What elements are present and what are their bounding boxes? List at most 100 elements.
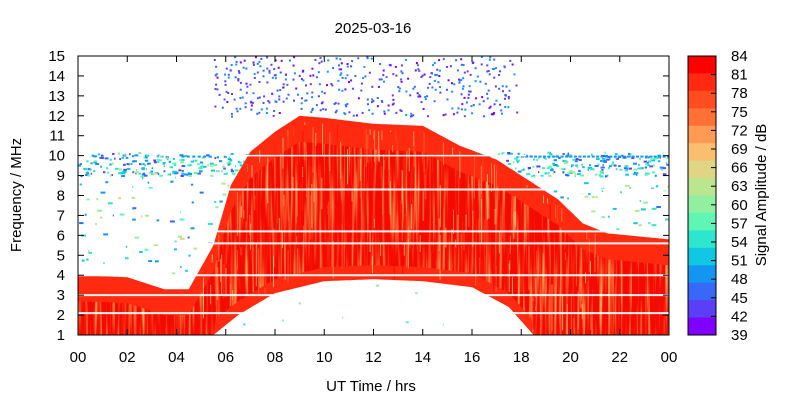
- noise-point: [314, 58, 317, 61]
- noise-point: [235, 107, 238, 110]
- streak-mark: [283, 195, 285, 206]
- streak-mark: [534, 296, 536, 307]
- noise-point: [495, 99, 498, 102]
- streak-mark: [545, 278, 547, 294]
- noise-point: [409, 115, 412, 118]
- noise-point: [414, 69, 417, 72]
- noise-point: [123, 168, 127, 171]
- noise-point: [172, 172, 174, 175]
- noise-point: [271, 92, 274, 95]
- noise-point: [258, 111, 261, 114]
- noise-point: [649, 165, 654, 168]
- noise-point: [285, 97, 288, 100]
- noise-point: [521, 168, 525, 171]
- noise-point: [567, 172, 572, 174]
- noise-point: [659, 166, 664, 169]
- noise-point: [553, 190, 558, 193]
- noise-point: [604, 175, 608, 178]
- noise-point: [460, 58, 463, 61]
- streak-mark: [457, 214, 459, 245]
- noise-point: [228, 162, 232, 165]
- noise-point: [265, 112, 268, 114]
- noise-point: [562, 168, 566, 171]
- noise-point: [453, 83, 456, 86]
- streak-mark: [393, 261, 395, 280]
- noise-point: [235, 63, 238, 66]
- noise-point: [216, 88, 219, 91]
- noise-point: [107, 202, 113, 205]
- noise-point: [667, 155, 669, 158]
- noise-point: [466, 70, 469, 73]
- noise-point: [398, 90, 401, 93]
- streak-mark: [287, 129, 289, 147]
- streak-mark: [365, 128, 367, 167]
- noise-point: [119, 158, 122, 160]
- noise-point: [533, 158, 536, 161]
- noise-point: [125, 257, 129, 260]
- noise-point: [381, 101, 384, 103]
- noise-point: [215, 83, 218, 86]
- x-tick-label: 20: [562, 349, 579, 366]
- noise-point: [146, 154, 149, 157]
- streak-mark: [248, 160, 250, 171]
- noise-point: [361, 111, 364, 114]
- streak-mark: [513, 211, 515, 239]
- noise-point: [253, 72, 256, 75]
- noise-point: [177, 235, 182, 238]
- noise-point: [311, 107, 314, 110]
- noise-point: [158, 173, 160, 176]
- colorbar-segment: [688, 143, 716, 162]
- noise-point: [651, 207, 657, 210]
- streak-mark: [408, 148, 410, 172]
- noise-point: [214, 74, 217, 77]
- noise-point: [341, 89, 344, 92]
- colorbar-segment: [688, 73, 716, 92]
- noise-point: [209, 162, 214, 165]
- noise-point: [566, 174, 570, 177]
- noise-point: [419, 95, 422, 98]
- noise-point: [468, 90, 470, 93]
- streak-mark: [358, 209, 360, 239]
- noise-point: [591, 210, 596, 213]
- noise-point: [563, 162, 568, 165]
- noise-point: [324, 108, 327, 111]
- noise-point: [118, 172, 122, 175]
- noise-point: [411, 115, 413, 117]
- noise-point: [600, 166, 602, 169]
- noise-point: [174, 240, 177, 243]
- streak-mark: [439, 185, 441, 228]
- noise-point: [599, 175, 604, 178]
- noise-point: [115, 167, 119, 170]
- noise-point: [582, 166, 585, 169]
- noise-point: [629, 155, 632, 158]
- noise-point: [132, 207, 137, 210]
- noise-point: [544, 172, 547, 175]
- noise-scatter-layer: [78, 56, 669, 326]
- noise-point: [282, 100, 285, 103]
- noise-point: [501, 152, 503, 155]
- noise-point: [525, 155, 529, 158]
- noise-point: [350, 79, 353, 82]
- noise-point: [251, 101, 254, 104]
- streak-mark: [555, 276, 557, 293]
- noise-point: [486, 64, 489, 67]
- streak-mark: [236, 192, 238, 237]
- noise-point: [629, 187, 631, 190]
- noise-point: [344, 77, 347, 80]
- noise-point: [601, 216, 605, 219]
- noise-point: [158, 154, 160, 157]
- y-tick-label: 1: [57, 327, 65, 344]
- streak-mark: [431, 145, 433, 173]
- noise-point: [445, 88, 448, 91]
- noise-point: [138, 152, 142, 155]
- noise-point: [476, 75, 479, 78]
- noise-point: [242, 66, 245, 69]
- noise-point: [96, 198, 99, 201]
- streak-mark: [267, 143, 269, 156]
- noise-point: [469, 73, 472, 76]
- x-tick-label: 08: [267, 349, 284, 366]
- noise-point: [100, 165, 102, 168]
- noise-point: [457, 107, 460, 110]
- noise-point: [331, 84, 334, 87]
- noise-point: [125, 245, 128, 248]
